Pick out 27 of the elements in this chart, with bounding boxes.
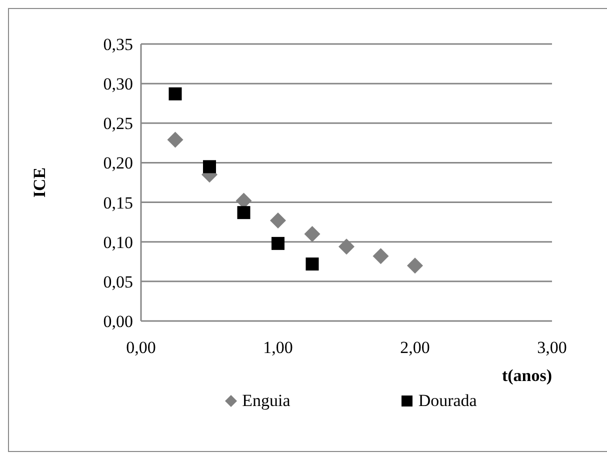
y-tick-label: 0,05 — [103, 272, 133, 292]
point — [270, 212, 286, 228]
x-tick-label: 0,00 — [126, 338, 156, 358]
y-tick-label: 0,25 — [103, 114, 133, 134]
x-tick-label: 1,00 — [263, 338, 293, 358]
point — [272, 236, 284, 250]
y-tick-label: 0,20 — [103, 154, 133, 173]
y-tick-label: 0,30 — [103, 74, 133, 94]
point — [372, 248, 389, 264]
y-tick-label: 0,10 — [103, 232, 133, 252]
point — [306, 258, 319, 271]
x-tick-label: 3,00 — [537, 338, 567, 358]
point — [167, 132, 184, 148]
point — [168, 87, 182, 100]
legend-label: Enguia — [242, 391, 290, 411]
legend-label: Dourada — [418, 391, 477, 411]
point — [203, 160, 216, 174]
point — [407, 258, 423, 274]
point — [237, 206, 250, 220]
x-axis-title: t(anos) — [502, 366, 552, 385]
point — [304, 226, 320, 242]
y-axis-title: ICE — [30, 167, 50, 198]
y-tick-label: 0,35 — [103, 35, 133, 54]
y-tick-label: 0,00 — [103, 312, 133, 332]
y-tick-label: 0,15 — [103, 193, 133, 212]
point — [338, 238, 354, 255]
x-tick-label: 2,00 — [400, 338, 430, 358]
